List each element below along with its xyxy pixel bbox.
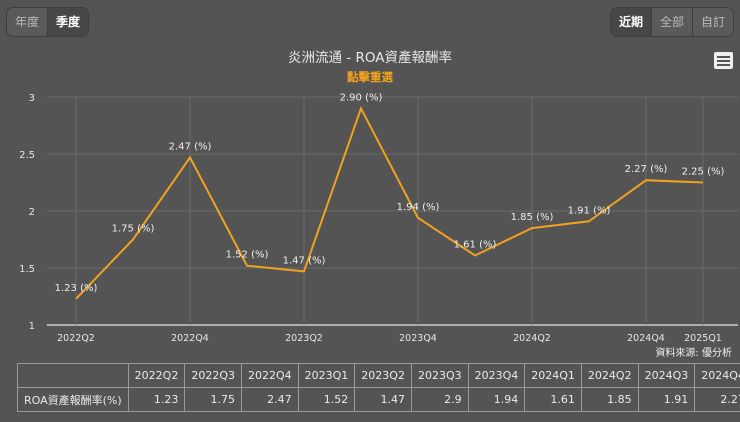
table-cell: 1.91 bbox=[637, 387, 696, 412]
hamburger-menu-icon[interactable] bbox=[714, 52, 733, 69]
data-label: 1.47 (%) bbox=[283, 255, 326, 266]
x-tick-label: 2022Q4 bbox=[171, 333, 209, 344]
data-label: 1.85 (%) bbox=[511, 212, 554, 223]
table-cell: 1.52 bbox=[297, 387, 356, 412]
data-label: 1.91 (%) bbox=[568, 205, 611, 216]
column-header: 2022Q3 bbox=[184, 363, 242, 388]
table-cell: 1.47 bbox=[354, 387, 412, 412]
column-header: 2024Q2 bbox=[580, 363, 639, 388]
x-tick-label: 2022Q2 bbox=[57, 333, 95, 344]
column-header: 2023Q3 bbox=[410, 363, 469, 388]
x-tick-label: 2024Q2 bbox=[513, 333, 551, 344]
data-source: 資料來源: 優分析 bbox=[655, 348, 732, 359]
range-toggle: 近期 全部 自訂 bbox=[609, 7, 734, 37]
data-label: 1.75 (%) bbox=[112, 224, 155, 235]
recent-button[interactable]: 近期 bbox=[610, 8, 652, 36]
roa-line bbox=[75, 105, 704, 300]
data-label: 2.27 (%) bbox=[625, 164, 668, 175]
y-tick-label: 2 bbox=[29, 207, 35, 218]
gridlines bbox=[47, 96, 738, 326]
row-label: ROA資產報酬率(%) bbox=[17, 387, 129, 412]
column-header: 2024Q3 bbox=[637, 363, 696, 388]
table-cell: 1.75 bbox=[184, 387, 242, 412]
data-label: 2.47 (%) bbox=[169, 141, 212, 152]
y-tick-label: 1 bbox=[29, 321, 35, 332]
x-axis: 2022Q2 2022Q4 2023Q2 2023Q4 2024Q2 2024Q4 2025… bbox=[57, 333, 722, 344]
annual-button[interactable]: 年度 bbox=[7, 8, 49, 36]
table-row: ROA資產報酬率(%) 1.23 1.75 2.47 1.52 1.47 2.9 1.94 1.… bbox=[17, 387, 740, 412]
y-tick-label: 2.5 bbox=[19, 150, 35, 161]
data-label: 2.90 (%) bbox=[340, 92, 383, 103]
chart-title: 炎洲流通 - ROA資產報酬率 bbox=[288, 50, 452, 66]
column-header: 2024Q1 bbox=[524, 363, 582, 388]
x-tick-label: 2023Q4 bbox=[399, 333, 437, 344]
column-header: 2022Q4 bbox=[240, 363, 299, 388]
x-tick-label: 2025Q1 bbox=[684, 333, 722, 344]
data-label: 1.23 (%) bbox=[55, 283, 98, 294]
y-axis: 1 1.5 2 2.5 3 bbox=[19, 93, 35, 332]
column-header: 2024Q4 bbox=[694, 363, 740, 388]
y-tick-label: 3 bbox=[29, 93, 35, 104]
table-cell: 1.94 bbox=[467, 387, 526, 412]
column-header: 2023Q2 bbox=[354, 363, 412, 388]
table-cell: 2.47 bbox=[240, 387, 299, 412]
custom-button[interactable]: 自訂 bbox=[700, 15, 725, 29]
data-label: 2.25 (%) bbox=[682, 167, 725, 178]
table-cell: 1.85 bbox=[580, 387, 639, 412]
data-label: 1.61 (%) bbox=[454, 239, 497, 250]
quarterly-button[interactable]: 季度 bbox=[48, 8, 89, 36]
data-labels: 1.23 (%) 1.75 (%) 2.47 (%) 1.52 (%) 1.47 (%)… bbox=[55, 92, 725, 293]
table-cell: 1.61 bbox=[524, 387, 582, 412]
column-header: 2023Q1 bbox=[297, 363, 356, 388]
table-cell: 1.23 bbox=[127, 387, 186, 412]
table-cell: 2.27 bbox=[694, 387, 740, 412]
all-button[interactable]: 全部 bbox=[652, 8, 693, 36]
table-cell: 2.9 bbox=[410, 387, 469, 412]
x-tick-label: 2024Q4 bbox=[627, 333, 665, 344]
x-tick-label: 2023Q2 bbox=[285, 333, 323, 344]
column-header: 2022Q2 bbox=[127, 363, 186, 388]
data-table: 2022Q2 2022Q3 2022Q4 2023Q1 2023Q2 2023Q3 2023… bbox=[17, 363, 740, 412]
reselect-link[interactable]: 點擊重選 bbox=[347, 70, 393, 84]
data-label: 1.52 (%) bbox=[226, 250, 269, 261]
table-corner bbox=[17, 363, 129, 388]
y-tick-label: 1.5 bbox=[19, 264, 35, 275]
line-chart: 1 1.5 2 2.5 3 2022Q2 2022Q4 2023Q2 2023Q4 2024Q2… bbox=[19, 92, 738, 344]
column-header: 2023Q4 bbox=[467, 363, 526, 388]
period-toggle: 年度 季度 bbox=[6, 7, 90, 37]
data-label: 1.94 (%) bbox=[397, 202, 440, 213]
